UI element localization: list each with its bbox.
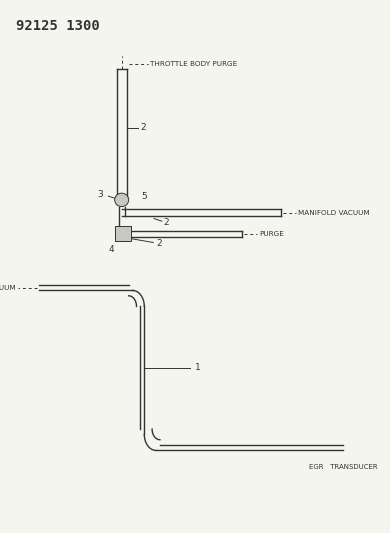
- Text: MANIFOLD VACUUM: MANIFOLD VACUUM: [0, 285, 16, 291]
- Text: 2: 2: [164, 218, 169, 227]
- Text: PURGE: PURGE: [259, 231, 284, 237]
- Text: EGR   TRANSDUCER: EGR TRANSDUCER: [309, 464, 378, 470]
- Text: 5: 5: [142, 192, 147, 201]
- Text: 2: 2: [156, 239, 161, 248]
- Text: THROTTLE BODY PURGE: THROTTLE BODY PURGE: [150, 61, 238, 67]
- Text: 2: 2: [140, 124, 146, 132]
- Text: 1: 1: [195, 364, 201, 372]
- Text: 3: 3: [98, 190, 103, 199]
- Ellipse shape: [115, 193, 129, 207]
- Text: 92125 1300: 92125 1300: [16, 19, 99, 33]
- Text: MANIFOLD VACUUM: MANIFOLD VACUUM: [298, 209, 370, 216]
- Bar: [115, 226, 131, 241]
- Text: 4: 4: [108, 245, 114, 254]
